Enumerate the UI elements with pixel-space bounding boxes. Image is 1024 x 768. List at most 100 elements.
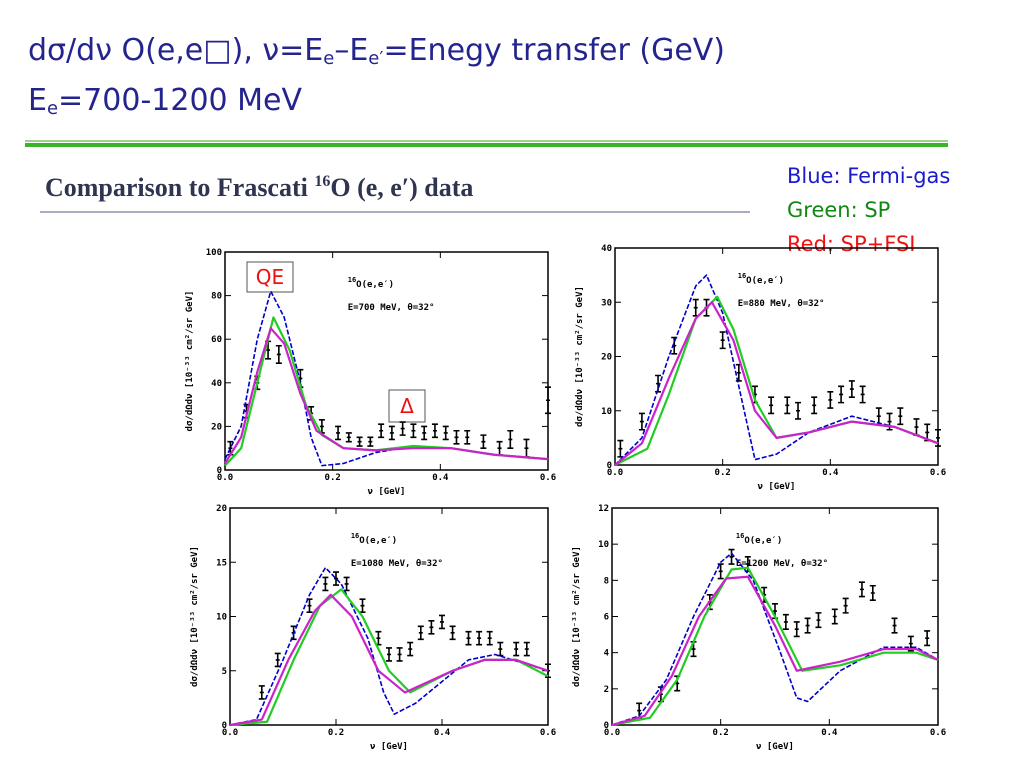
error-bar [476,630,483,646]
error-bar [507,429,514,449]
model-curve [614,274,939,466]
error-bar [453,429,460,445]
x-tick-label: 0.6 [540,473,556,483]
error-bar [692,298,699,317]
y-tick-label: 0 [604,721,609,731]
error-bar [356,436,363,447]
error-bar [728,548,735,565]
annotation-box [246,261,294,293]
annotation-box [388,389,426,423]
legend-note: Red: SP+FSI [787,232,915,256]
y-tick-label: 4 [604,649,610,659]
error-bar [717,563,724,580]
x-tick-label: 0.4 [432,473,449,483]
error-bar [838,385,845,404]
x-tick-label: 0.2 [325,473,341,483]
error-bar [465,630,472,646]
error-bar [333,571,339,586]
error-bar [891,617,898,634]
plot-frame [224,251,549,471]
x-tick-label: 0.4 [822,468,839,478]
subscript: e′ [368,48,383,69]
error-bar [386,647,392,662]
error-bar [439,614,445,630]
error-bar [744,556,751,573]
error-bar [396,647,403,662]
y-axis-label: dσ/dΩdν [10⁻³³ cm²/sr GeV] [185,291,195,432]
error-bar [674,675,681,692]
reaction-mass: 16 [736,532,744,540]
error-bar [795,401,802,420]
y-tick-label: 0 [607,461,612,471]
x-tick-label: 0.2 [715,468,731,478]
error-bar [913,418,920,436]
error-bar [719,331,726,350]
y-tick-label: 40 [601,244,612,254]
error-bar [804,617,811,634]
error-bar [417,625,424,641]
reaction-label: 16O(e,e′) [351,532,397,546]
error-bar [848,380,855,398]
x-tick-label: 0.2 [328,728,344,738]
error-bar [513,641,520,657]
y-tick-label: 20 [601,353,612,363]
y-tick-label: 80 [211,292,222,302]
model-curve [614,301,939,466]
error-bar [523,438,530,458]
x-tick-label: 0.0 [222,728,238,738]
y-tick-label: 10 [216,613,227,623]
reaction-label: 16O(e,e′) [348,276,394,290]
subscript: e [323,48,334,69]
error-bar [735,363,742,382]
y-tick-label: 6 [604,613,609,623]
error-bar [359,598,366,613]
error-bar [274,652,281,668]
model-curve [229,566,549,726]
error-bar [875,407,882,426]
y-axis-label: dσ/dΩdν [10⁻³³ cm²/sr GeV] [572,546,582,687]
error-bar [410,423,417,439]
error-bar [428,620,435,635]
error-bar [431,423,438,439]
error-bar [831,608,838,625]
error-bar [345,432,352,443]
y-tick-label: 20 [211,422,222,432]
y-tick-label: 12 [598,504,609,514]
error-bar [827,390,834,409]
error-bar [421,425,428,441]
banner-mass: 16 [314,173,330,190]
error-bar [617,439,624,458]
error-bar [638,412,645,431]
error-bar [486,630,493,646]
x-axis-label: ν [GeV] [758,482,796,492]
banner-text: Comparison to Frascati [45,173,314,202]
y-tick-label: 10 [598,540,609,550]
error-bar [497,641,504,657]
x-tick-label: 0.0 [604,728,620,738]
model-curve [614,295,939,466]
error-bar [793,621,800,638]
model-curve [611,552,939,726]
error-bar [897,407,904,426]
error-bar [407,641,414,657]
reaction-label: 16O(e,e′) [736,532,782,546]
error-bar [842,597,849,614]
error-bar [496,440,503,456]
x-tick-label: 0.0 [607,468,623,478]
title-text: –E [334,33,368,68]
legend-note: Green: SP [787,198,890,222]
annotation: Δ [400,394,414,418]
error-bar [886,412,893,431]
y-tick-label: 40 [211,379,222,389]
reaction-label: 16O(e,e′) [738,272,784,286]
error-bar [671,336,678,355]
legend-note: Blue: Fermi-gas [787,164,950,188]
annotation: QE [256,265,284,289]
banner-text: O (e, e′) data [330,173,473,202]
x-axis-label: ν [GeV] [368,487,406,497]
error-bar [375,630,382,646]
error-bar [258,685,265,700]
error-bar [442,425,449,441]
kinematics: E=880 MeV, θ=32° [738,299,825,309]
